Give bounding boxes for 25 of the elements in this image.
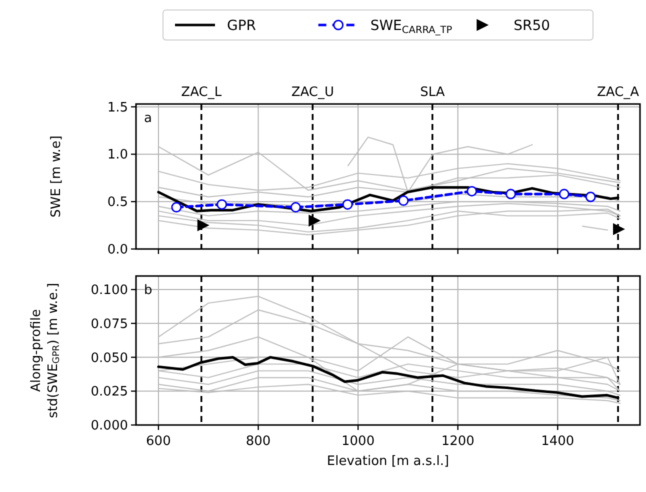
x-tick-label: 1200 [441, 434, 474, 449]
x-axis-title: Elevation [m a.s.l.] [326, 454, 450, 469]
y-tick-label: 0.050 [90, 350, 128, 366]
ref-line-label: ZAC_L [181, 85, 222, 100]
x-tick-label: 600 [146, 434, 171, 449]
y-axis-title: SWE [m w.e] [49, 136, 64, 218]
y-tick-label: 0.5 [107, 195, 128, 210]
x-tick-label: 1400 [541, 434, 574, 449]
ref-line-label: SLA [420, 85, 445, 100]
x-tick-label: 1000 [342, 434, 375, 449]
y-tick-label: 1.5 [107, 100, 128, 116]
annotation: a [144, 111, 152, 126]
y-tick-label: 0.025 [90, 384, 128, 400]
ref-line-label: ZAC_A [597, 85, 640, 100]
x-tick-label: 800 [246, 434, 271, 449]
y-tick-label: 1.0 [107, 148, 128, 163]
y-tick-label: 0.075 [90, 316, 128, 332]
legend-label: SWE$_{CARRA_TP}$ [370, 18, 452, 36]
y-tick-label: 0.000 [90, 418, 128, 434]
annotation: b [144, 283, 152, 298]
ref-line-label: ZAC_U [291, 85, 334, 100]
y-tick-label: 0.0 [107, 242, 128, 258]
y-tick-label: 0.100 [90, 283, 128, 298]
legend-label: GPR [227, 18, 256, 34]
legend-label: SR50 [514, 18, 550, 34]
